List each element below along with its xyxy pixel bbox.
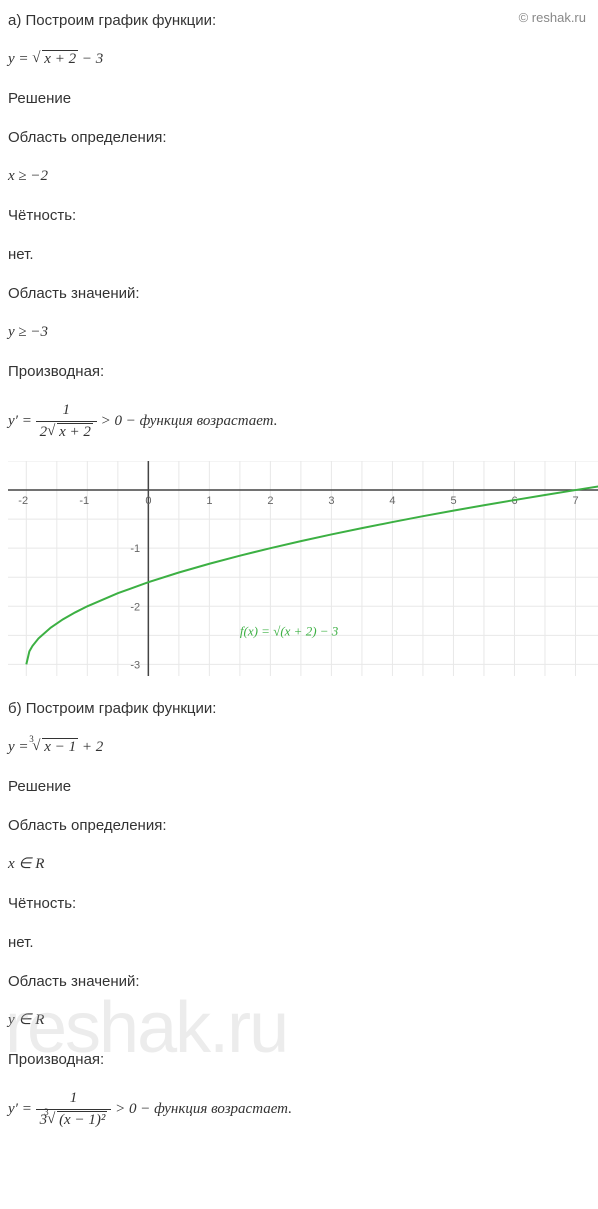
den-sqrt-b: 3(x − 1)² <box>47 1110 107 1131</box>
partB-domain-value: x ∈ R <box>8 854 590 875</box>
svg-text:f(x) = √(x + 2) − 3: f(x) = √(x + 2) − 3 <box>240 623 339 638</box>
deriv-rhs-a: > 0 − функция возрастает. <box>101 413 278 429</box>
sqrt-a: x + 2 <box>32 49 78 70</box>
partB-parity-label: Чётность: <box>8 893 590 914</box>
sqrt-b: 3x − 1 <box>32 737 78 758</box>
svg-text:-2: -2 <box>130 601 140 613</box>
partA-prompt: а) Построим график функции: <box>8 10 590 31</box>
svg-text:4: 4 <box>389 495 395 507</box>
watermark-small: © reshak.ru <box>519 10 586 25</box>
svg-text:2: 2 <box>267 495 273 507</box>
partA-solution-label: Решение <box>8 88 590 109</box>
num-a: 1 <box>36 400 97 422</box>
den-rad-b: (x − 1)² <box>57 1111 107 1128</box>
partA-derivative: y′ = 1 2 x + 2 > 0 − функция возрастает. <box>8 400 590 443</box>
frac-a: 1 2 x + 2 <box>36 400 97 443</box>
frac-b: 1 33(x − 1)² <box>36 1088 112 1131</box>
partB-derivative-label: Производная: <box>8 1049 590 1070</box>
svg-text:-1: -1 <box>130 543 140 555</box>
partB-domain-label: Область определения: <box>8 815 590 836</box>
partB-prompt: б) Построим график функции: <box>8 698 590 719</box>
den-a: 2 x + 2 <box>36 422 97 443</box>
svg-text:-3: -3 <box>130 659 140 671</box>
deg-b: 3 <box>29 733 34 746</box>
partA-derivative-label: Производная: <box>8 361 590 382</box>
partA-domain-label: Область определения: <box>8 127 590 148</box>
document-content: а) Построим график функции: y = x + 2 − … <box>0 0 598 1159</box>
svg-text:-1: -1 <box>79 495 89 507</box>
partB-range-label: Область значений: <box>8 971 590 992</box>
var-y-b: y <box>8 739 15 755</box>
var-y: y <box>8 51 15 67</box>
den-deg-b: 3 <box>44 1106 49 1119</box>
partA-formula: y = x + 2 − 3 <box>8 49 590 70</box>
partA-range-value: y ≥ −3 <box>8 322 590 343</box>
radicand-b: x − 1 <box>42 738 78 755</box>
suffix-b: + 2 <box>78 739 103 755</box>
svg-text:-2: -2 <box>18 495 28 507</box>
partA-domain-value: x ≥ −2 <box>8 166 590 187</box>
partB-parity-value: нет. <box>8 932 590 953</box>
svg-text:5: 5 <box>450 495 456 507</box>
svg-text:0: 0 <box>145 495 151 507</box>
deriv-lhs-b: y′ = <box>8 1101 36 1117</box>
svg-text:3: 3 <box>328 495 334 507</box>
deriv-lhs-a: y′ = <box>8 413 36 429</box>
chart-svg: -2-101234567-3-2-1f(x) = √(x + 2) − 3 <box>8 461 598 676</box>
svg-text:1: 1 <box>206 495 212 507</box>
deriv-rhs-b: > 0 − функция возрастает. <box>115 1101 292 1117</box>
den-sqrt-a: x + 2 <box>47 422 93 443</box>
partB-derivative: y′ = 1 33(x − 1)² > 0 − функция возраста… <box>8 1088 590 1131</box>
partA-parity-label: Чётность: <box>8 205 590 226</box>
partB-formula: y = 3x − 1 + 2 <box>8 737 590 758</box>
partA-parity-value: нет. <box>8 244 590 265</box>
partA-range-label: Область значений: <box>8 283 590 304</box>
den-rad-a: x + 2 <box>57 423 93 440</box>
svg-text:7: 7 <box>572 495 578 507</box>
suffix-a: − 3 <box>78 51 103 67</box>
partB-range-value: y ∈ R <box>8 1010 590 1031</box>
radicand-a: x + 2 <box>42 50 78 67</box>
den-b: 33(x − 1)² <box>36 1110 112 1131</box>
partB-solution-label: Решение <box>8 776 590 797</box>
den-coef-a: 2 <box>40 424 48 440</box>
